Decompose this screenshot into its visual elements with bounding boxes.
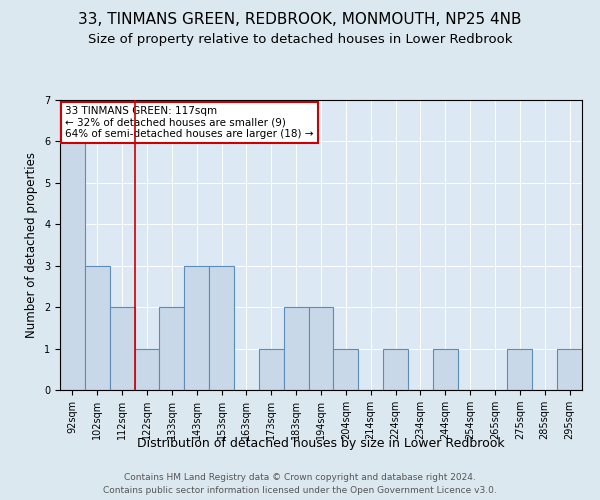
Y-axis label: Number of detached properties: Number of detached properties <box>25 152 38 338</box>
Bar <box>184 266 209 390</box>
Bar <box>334 348 358 390</box>
Bar <box>383 348 408 390</box>
Bar <box>284 307 308 390</box>
Text: Distribution of detached houses by size in Lower Redbrook: Distribution of detached houses by size … <box>137 438 505 450</box>
Bar <box>110 307 134 390</box>
Bar <box>160 307 184 390</box>
Text: Contains HM Land Registry data © Crown copyright and database right 2024.: Contains HM Land Registry data © Crown c… <box>124 472 476 482</box>
Bar <box>134 348 160 390</box>
Text: Contains public sector information licensed under the Open Government Licence v3: Contains public sector information licen… <box>103 486 497 495</box>
Bar <box>557 348 582 390</box>
Bar <box>508 348 532 390</box>
Text: Size of property relative to detached houses in Lower Redbrook: Size of property relative to detached ho… <box>88 32 512 46</box>
Bar <box>85 266 110 390</box>
Bar <box>308 307 334 390</box>
Bar <box>209 266 234 390</box>
Bar <box>259 348 284 390</box>
Text: 33 TINMANS GREEN: 117sqm
← 32% of detached houses are smaller (9)
64% of semi-de: 33 TINMANS GREEN: 117sqm ← 32% of detach… <box>65 106 314 139</box>
Bar <box>60 142 85 390</box>
Bar <box>433 348 458 390</box>
Text: 33, TINMANS GREEN, REDBROOK, MONMOUTH, NP25 4NB: 33, TINMANS GREEN, REDBROOK, MONMOUTH, N… <box>78 12 522 28</box>
